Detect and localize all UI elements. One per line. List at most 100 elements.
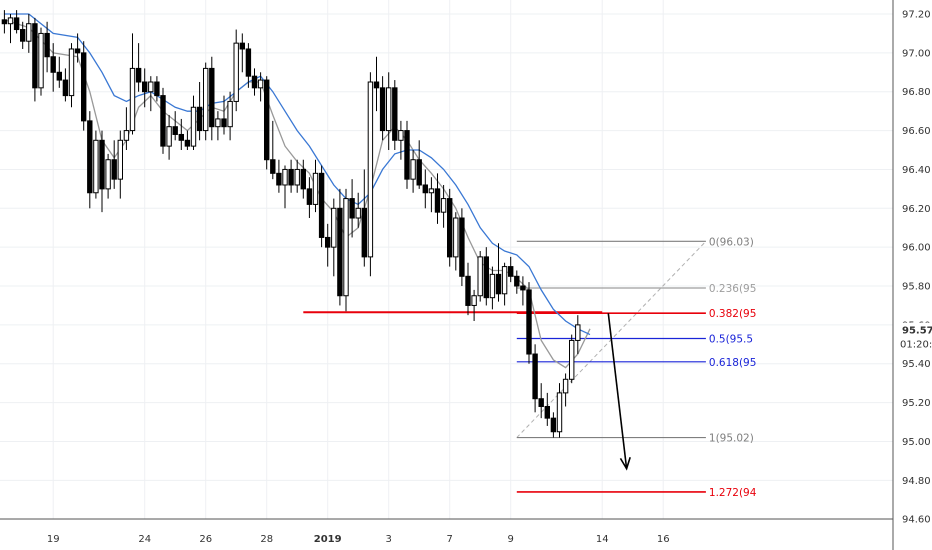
candle-body: [501, 266, 508, 295]
x-tick-label: 28: [260, 534, 273, 545]
candle: [209, 56, 215, 141]
candle-body: [575, 324, 581, 341]
y-tick-label: 96.00: [902, 243, 931, 254]
candle-body: [526, 289, 532, 355]
candle: [459, 208, 465, 287]
candle: [56, 56, 62, 88]
candle: [148, 76, 154, 112]
candle: [337, 188, 343, 306]
candle: [245, 43, 252, 88]
candle-body: [209, 67, 215, 128]
x-tick-label: 16: [657, 534, 670, 545]
candle: [501, 262, 508, 306]
candle: [196, 82, 203, 141]
candle: [294, 159, 300, 193]
y-tick-label: 96.20: [902, 204, 931, 215]
candle-body: [44, 32, 50, 58]
candle-body: [392, 87, 398, 141]
x-tick-label: 3: [386, 534, 392, 545]
candle: [508, 256, 514, 283]
candle: [477, 251, 483, 302]
candle-body: [453, 217, 459, 258]
candle: [129, 33, 136, 135]
candle: [306, 177, 313, 219]
candle-body: [556, 392, 563, 433]
candle: [111, 140, 117, 189]
candle: [349, 179, 355, 238]
candle: [160, 87, 166, 154]
candle-body: [495, 273, 502, 295]
candle: [514, 270, 520, 294]
candle-body: [233, 42, 239, 102]
fib-label-0-382: 0.382(95: [709, 308, 757, 320]
candle: [300, 159, 307, 199]
candle: [203, 62, 209, 141]
candle-body: [203, 67, 209, 132]
candle: [288, 159, 294, 193]
candle: [440, 184, 447, 228]
candle-body: [99, 139, 105, 190]
x-tick-label: 26: [199, 534, 212, 545]
candle-body: [300, 168, 307, 190]
candle-body: [13, 17, 20, 31]
candle-body: [514, 275, 520, 287]
candle: [7, 14, 14, 44]
candle-body: [532, 353, 538, 400]
candle-body: [178, 133, 185, 141]
candle-body: [257, 79, 264, 89]
candle: [38, 27, 44, 96]
candle-body: [81, 52, 87, 122]
candle: [50, 43, 56, 92]
x-tick-label: 7: [447, 534, 453, 545]
candle: [20, 21, 26, 49]
candle-body: [386, 87, 392, 132]
candle: [13, 10, 20, 34]
candle: [453, 212, 459, 271]
candle-body: [93, 139, 99, 194]
projection-arrow[interactable]: [607, 313, 631, 471]
candle: [428, 177, 435, 213]
candle: [416, 140, 422, 189]
candle-body: [32, 23, 38, 89]
candle: [386, 72, 392, 151]
candle: [270, 120, 276, 180]
candle: [483, 247, 490, 306]
candle: [562, 373, 569, 407]
candle-body: [270, 159, 276, 174]
candle: [556, 383, 563, 438]
candle: [422, 169, 429, 209]
y-tick-label: 95.80: [902, 282, 931, 293]
candle-body: [434, 188, 441, 213]
candle-body: [142, 81, 148, 93]
candle-body: [331, 207, 337, 248]
x-tick-label: 19: [47, 534, 60, 545]
fib-label-0-618: 0.618(95: [709, 357, 757, 369]
candle: [312, 159, 319, 213]
candle-body: [379, 87, 386, 132]
candle: [81, 41, 87, 131]
candle-body: [56, 71, 62, 81]
candle-body: [404, 130, 410, 180]
candle: [489, 266, 496, 310]
candle: [355, 192, 361, 228]
candle: [166, 115, 172, 160]
candle-body: [471, 295, 477, 306]
candle-body: [264, 79, 270, 161]
candle: [361, 169, 368, 267]
fibonacci-retracement[interactable]: 0(96.03) 0.236(95 0.382(95 0.5(95.5 0.618(95…: [516, 236, 757, 499]
candle-body: [105, 159, 111, 190]
candle-body: [26, 23, 32, 42]
candle: [575, 315, 581, 355]
y-tick-label: 95.20: [902, 398, 931, 409]
candle-body: [111, 159, 117, 180]
y-tick-label: 95.40: [902, 359, 931, 370]
candle: [550, 412, 557, 438]
candle: [178, 118, 185, 151]
candle-body: [550, 417, 557, 433]
candle-body: [361, 207, 368, 258]
candle-body: [465, 275, 471, 306]
fib-label-1: 1(95.02): [709, 433, 754, 445]
candle: [318, 165, 325, 248]
candle-body: [569, 339, 575, 380]
